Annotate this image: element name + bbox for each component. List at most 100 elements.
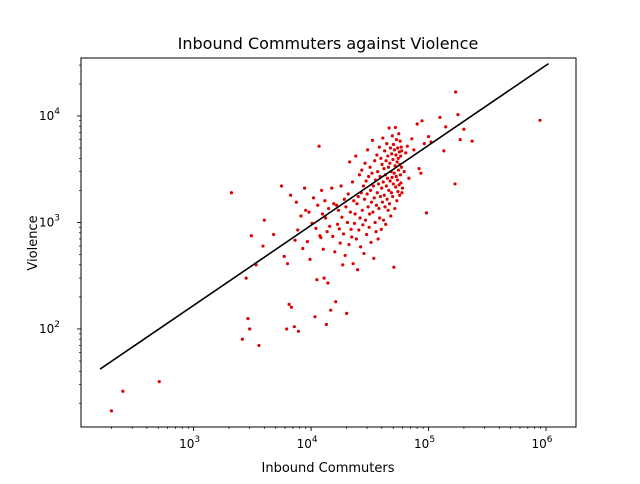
data-point	[324, 216, 328, 220]
data-point	[356, 268, 360, 272]
data-point	[369, 240, 373, 244]
data-point	[407, 176, 411, 180]
data-point	[385, 141, 389, 146]
data-point	[378, 194, 383, 199]
data-point	[394, 153, 398, 157]
data-point	[386, 154, 390, 158]
data-point	[390, 175, 394, 179]
data-point	[370, 171, 374, 175]
data-point	[397, 183, 401, 187]
data-point	[356, 194, 360, 199]
data-point	[335, 203, 339, 207]
data-point	[352, 199, 356, 203]
data-point	[380, 186, 384, 190]
data-point	[348, 210, 352, 214]
data-point	[392, 148, 397, 152]
x-axis-label: Inbound Commuters	[262, 461, 395, 476]
data-point	[394, 137, 399, 142]
data-point	[384, 222, 388, 226]
y-tick-label-exponent: 3	[54, 213, 60, 223]
data-point	[417, 167, 421, 171]
data-point	[393, 125, 397, 130]
data-point	[385, 176, 390, 180]
y-tick-label: 102	[39, 320, 60, 336]
data-point	[378, 216, 382, 220]
data-point	[392, 171, 396, 175]
data-point	[355, 202, 359, 206]
data-point	[383, 205, 387, 209]
data-point	[384, 159, 388, 163]
x-tick-label-base: 10	[532, 437, 547, 451]
data-point	[470, 139, 474, 143]
data-point	[364, 179, 368, 183]
data-point	[376, 182, 381, 186]
data-point	[398, 193, 402, 197]
data-point	[396, 156, 400, 160]
data-point	[389, 191, 394, 195]
data-point	[377, 206, 381, 211]
data-point	[399, 181, 403, 185]
data-point	[333, 250, 337, 254]
data-point	[317, 144, 321, 148]
data-point	[387, 188, 391, 192]
data-point	[332, 202, 336, 206]
data-point	[381, 180, 385, 184]
data-point	[388, 179, 392, 183]
data-point	[390, 152, 394, 156]
data-point	[399, 145, 403, 149]
data-point	[388, 146, 393, 150]
data-point	[396, 189, 400, 194]
data-point	[387, 126, 391, 130]
data-point	[366, 148, 370, 152]
data-point	[363, 218, 368, 222]
data-point	[383, 149, 387, 153]
data-point	[282, 254, 286, 258]
data-point	[398, 173, 402, 177]
data-point	[292, 325, 296, 329]
data-point	[396, 146, 400, 150]
x-tick-label-exponent: 3	[194, 435, 200, 445]
data-point	[399, 154, 403, 158]
x-tick-label: 104	[297, 435, 318, 451]
data-point	[351, 262, 355, 266]
data-point	[368, 188, 373, 192]
data-point	[424, 211, 429, 215]
fit-line	[99, 62, 549, 370]
data-point	[385, 197, 389, 201]
x-tick-label: 103	[179, 435, 200, 451]
data-point	[442, 149, 446, 153]
chart-title: Inbound Commuters against Violence	[178, 34, 479, 53]
data-point	[404, 151, 408, 155]
data-point	[328, 224, 332, 228]
data-point	[426, 134, 431, 139]
data-point	[240, 337, 244, 341]
data-point	[380, 162, 384, 167]
data-point	[361, 184, 366, 188]
data-point	[420, 119, 424, 123]
data-point	[384, 184, 389, 188]
data-point	[412, 148, 416, 152]
data-point	[296, 329, 300, 333]
data-point	[389, 214, 393, 218]
data-point	[390, 134, 394, 138]
data-point	[380, 200, 385, 204]
data-point	[386, 165, 391, 169]
data-point	[340, 215, 344, 219]
data-point	[359, 245, 363, 249]
y-tick-label: 104	[39, 107, 60, 123]
data-point	[367, 225, 371, 229]
data-point	[375, 191, 379, 195]
data-point	[371, 184, 375, 188]
data-point	[350, 235, 354, 239]
data-point	[373, 159, 377, 163]
data-point	[296, 228, 300, 232]
data-point	[375, 153, 379, 157]
data-point	[395, 178, 399, 182]
data-point	[287, 302, 291, 306]
y-tick-label-base: 10	[39, 215, 54, 229]
data-point	[386, 208, 390, 212]
x-tick-label-exponent: 6	[547, 435, 553, 445]
